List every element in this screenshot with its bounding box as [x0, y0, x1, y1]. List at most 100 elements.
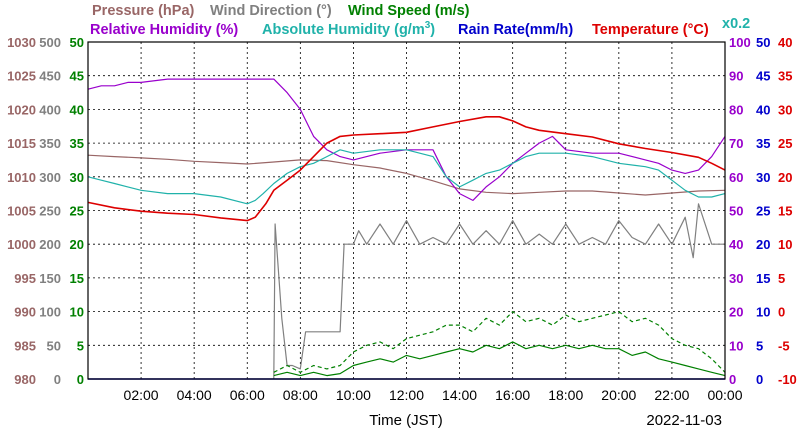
- title-wind-direction: Wind Direction (°): [210, 3, 332, 19]
- y-tick-wind-speed: 20: [70, 237, 84, 252]
- y-tick-humidity: 20: [729, 305, 743, 320]
- series-line-absolute-humidity-g-m-x: [87, 149, 726, 205]
- y-tick-wind-direction: 250: [39, 204, 61, 219]
- y-tick-rain-rate: 5: [756, 338, 763, 353]
- grid: [88, 42, 725, 379]
- y-tick-rain-rate: 40: [756, 102, 770, 117]
- y-tick-labels: 9809859909951000100510101015102010251030…: [7, 35, 797, 387]
- x-tick-label: 08:00: [283, 387, 318, 403]
- y-tick-temperature: -10: [778, 372, 797, 387]
- y-tick-humidity: 100: [729, 35, 751, 50]
- y-tick-temperature: 25: [778, 136, 792, 151]
- series-line-wind-speed-m-s: [273, 341, 726, 377]
- y-tick-rain-rate: 50: [756, 35, 770, 50]
- y-tick-wind-direction: 150: [39, 271, 61, 286]
- x-tick-label: 20:00: [601, 387, 636, 403]
- y-tick-wind-direction: 350: [39, 136, 61, 151]
- y-tick-pressure: 1010: [7, 170, 36, 185]
- y-tick-rain-rate: 0: [756, 372, 763, 387]
- title-rain-rate: Rain Rate(mm/h): [458, 22, 573, 38]
- x-tick-label: 14:00: [442, 387, 477, 403]
- y-tick-pressure: 1000: [7, 237, 36, 252]
- y-tick-humidity: 80: [729, 102, 743, 117]
- x-tick-label: 04:00: [177, 387, 212, 403]
- y-tick-rain-rate: 30: [756, 170, 770, 185]
- x-tick-label: 06:00: [230, 387, 265, 403]
- y-tick-rain-rate: 15: [756, 271, 770, 286]
- y-tick-humidity: 50: [729, 204, 743, 219]
- y-tick-wind-direction: 500: [39, 35, 61, 50]
- y-tick-rain-rate: 35: [756, 136, 770, 151]
- y-tick-wind-speed: 35: [70, 136, 84, 151]
- y-tick-humidity: 30: [729, 271, 743, 286]
- series-line-wind-direction: [273, 203, 725, 380]
- series-layer: [87, 78, 726, 380]
- y-tick-pressure: 1015: [7, 136, 36, 151]
- y-tick-pressure: 985: [14, 338, 36, 353]
- y-tick-pressure: 995: [14, 271, 36, 286]
- y-tick-temperature: -5: [778, 338, 790, 353]
- series-line-temperature-c: [87, 116, 726, 222]
- y-tick-pressure: 1005: [7, 204, 36, 219]
- y-tick-humidity: 40: [729, 237, 743, 252]
- y-tick-temperature: 15: [778, 204, 792, 219]
- y-tick-wind-speed: 30: [70, 170, 84, 185]
- title-temperature: Temperature (°C): [592, 22, 709, 38]
- y-tick-wind-speed: 5: [77, 338, 84, 353]
- x-tick-label: 02:00: [124, 387, 159, 403]
- y-tick-temperature: 30: [778, 102, 792, 117]
- x-tick-label: 16:00: [495, 387, 530, 403]
- title-pressure: Pressure (hPa): [92, 3, 195, 19]
- y-tick-temperature: 10: [778, 237, 792, 252]
- y-tick-temperature: 0: [778, 305, 785, 320]
- title-wind-speed: Wind Speed (m/s): [348, 3, 470, 19]
- y-tick-wind-direction: 300: [39, 170, 61, 185]
- x-tick-label: 22:00: [654, 387, 689, 403]
- y-tick-pressure: 980: [14, 372, 36, 387]
- date-label: 2022-11-03: [646, 412, 722, 429]
- y-tick-wind-speed: 0: [77, 372, 84, 387]
- y-tick-rain-rate: 25: [756, 204, 770, 219]
- title-relative-humidity: Relative Humidity (%): [90, 22, 238, 38]
- y-tick-wind-direction: 200: [39, 237, 61, 252]
- x-tick-label: 12:00: [389, 387, 424, 403]
- title-absolute-humidity-close: ): [430, 22, 435, 38]
- y-tick-pressure: 1025: [7, 69, 36, 84]
- y-tick-wind-speed: 40: [70, 102, 84, 117]
- title-absolute-humidity: Absolute Humidity (g/m3): [262, 20, 435, 38]
- y-tick-humidity: 70: [729, 136, 743, 151]
- y-tick-rain-rate: 10: [756, 305, 770, 320]
- y-tick-wind-speed: 45: [70, 69, 84, 84]
- y-tick-humidity: 10: [729, 338, 743, 353]
- y-tick-humidity: 90: [729, 69, 743, 84]
- y-tick-wind-direction: 0: [54, 372, 61, 387]
- y-tick-humidity: 60: [729, 170, 743, 185]
- title-absolute-humidity-sup: 3: [425, 20, 431, 31]
- y-tick-wind-speed: 50: [70, 35, 84, 50]
- y-tick-pressure: 1030: [7, 35, 36, 50]
- series-line-relative-humidity: [87, 78, 726, 201]
- y-tick-wind-direction: 450: [39, 69, 61, 84]
- y-tick-humidity: 0: [729, 372, 736, 387]
- plot-frame: [87, 41, 726, 380]
- y-tick-wind-direction: 50: [47, 338, 61, 353]
- y-tick-wind-speed: 15: [70, 271, 84, 286]
- y-tick-wind-speed: 25: [70, 204, 84, 219]
- y-tick-temperature: 35: [778, 69, 792, 84]
- y-tick-rain-rate: 45: [756, 69, 770, 84]
- y-tick-temperature: 20: [778, 170, 792, 185]
- title-multiplier: x0.2: [722, 16, 750, 32]
- y-tick-wind-speed: 10: [70, 305, 84, 320]
- series-line-pressure-hpa: [87, 154, 726, 196]
- x-tick-label: 18:00: [548, 387, 583, 403]
- series-line-wind-speed-gust-m-s: [273, 311, 726, 373]
- title-absolute-humidity-main: Absolute Humidity (g/m: [262, 22, 425, 38]
- y-tick-temperature: 5: [778, 271, 785, 286]
- y-tick-temperature: 40: [778, 35, 792, 50]
- y-tick-rain-rate: 20: [756, 237, 770, 252]
- x-tick-label: 10:00: [336, 387, 371, 403]
- y-tick-pressure: 1020: [7, 102, 36, 117]
- y-tick-wind-direction: 400: [39, 102, 61, 117]
- x-axis-label: Time (JST): [369, 412, 443, 429]
